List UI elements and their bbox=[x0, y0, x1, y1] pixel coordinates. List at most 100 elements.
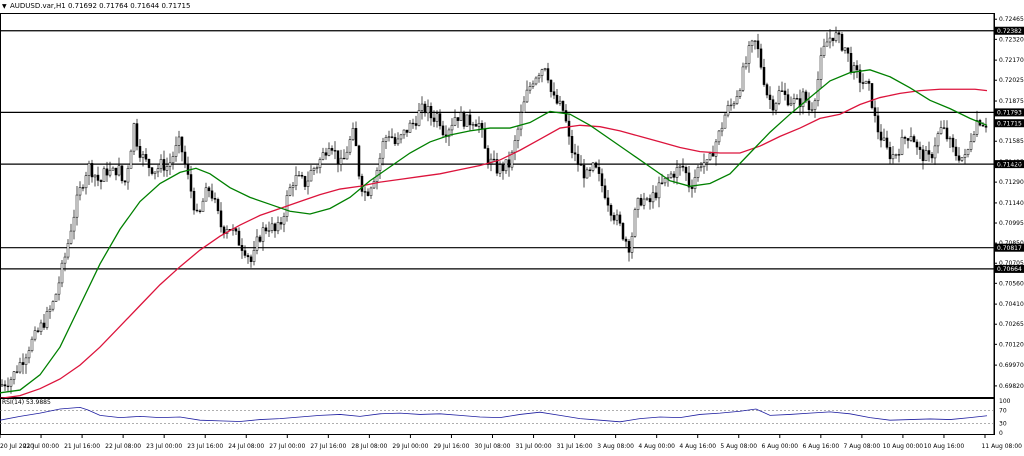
y-tick-label: 0.69820 bbox=[999, 383, 1024, 390]
candle-body-bull bbox=[381, 141, 385, 159]
candle-body-bear bbox=[432, 117, 436, 122]
candlestick bbox=[642, 192, 646, 210]
candle-body-bear bbox=[771, 99, 775, 111]
candle-body-bear bbox=[183, 151, 187, 165]
candle-body-bear bbox=[927, 150, 931, 155]
candlestick bbox=[438, 109, 442, 130]
candlestick bbox=[765, 82, 769, 99]
candlestick bbox=[534, 76, 538, 86]
candlestick bbox=[498, 161, 502, 177]
y-tick-label: 0.71290 bbox=[999, 179, 1024, 186]
candlestick bbox=[219, 202, 223, 233]
level-price-label: 0.71420 bbox=[997, 161, 1022, 168]
candlestick bbox=[102, 166, 106, 182]
candlestick bbox=[312, 166, 316, 176]
candlestick bbox=[87, 160, 91, 185]
candle-body-bull bbox=[75, 194, 79, 218]
candlestick bbox=[258, 234, 262, 243]
candlestick bbox=[966, 148, 970, 158]
candle-body-bull bbox=[84, 175, 88, 189]
candle-body-bull bbox=[108, 169, 112, 176]
candle-body-bull bbox=[663, 178, 667, 184]
chart-header: ▼ AUDUSD.var,H1 0.71692 0.71764 0.71644 … bbox=[2, 2, 190, 10]
candle-body-bear bbox=[570, 136, 574, 153]
candlestick bbox=[906, 137, 910, 149]
candle-body-bull bbox=[327, 148, 331, 156]
candlestick bbox=[135, 118, 139, 151]
candlestick bbox=[273, 222, 277, 238]
candlestick bbox=[582, 159, 586, 188]
candlestick bbox=[786, 88, 790, 107]
candlestick bbox=[270, 216, 274, 234]
candlestick bbox=[885, 130, 889, 150]
candlestick bbox=[42, 313, 46, 330]
candlestick bbox=[603, 178, 607, 200]
candlestick bbox=[252, 241, 256, 266]
candlestick bbox=[594, 161, 598, 169]
chart-menu-icon[interactable]: ▼ bbox=[2, 3, 7, 10]
candle-body-bull bbox=[372, 181, 376, 189]
y-tick-label: 0.72320 bbox=[999, 36, 1024, 43]
candle-body-bull bbox=[348, 139, 352, 153]
candle-body-bear bbox=[222, 226, 226, 234]
candle-body-bull bbox=[111, 167, 115, 171]
candlestick bbox=[408, 119, 412, 133]
candle-body-bear bbox=[855, 65, 859, 71]
candle-body-bull bbox=[645, 198, 649, 200]
candle-body-bull bbox=[741, 66, 745, 91]
current-price-box bbox=[995, 119, 1024, 128]
candlestick bbox=[264, 224, 268, 235]
candlestick bbox=[690, 179, 694, 198]
candlestick bbox=[51, 300, 55, 312]
candle-body-bull bbox=[516, 128, 520, 141]
candle-body-bear bbox=[147, 158, 151, 168]
candlestick bbox=[807, 92, 811, 116]
candlestick bbox=[693, 169, 697, 193]
candlestick bbox=[894, 153, 898, 159]
candlestick bbox=[636, 197, 640, 218]
candle-body-bull bbox=[510, 151, 514, 168]
price-chart-area[interactable] bbox=[0, 13, 995, 398]
candlestick bbox=[789, 96, 793, 107]
candlestick bbox=[555, 89, 559, 105]
candle-body-bull bbox=[936, 133, 940, 147]
candle-body-bear bbox=[918, 146, 922, 150]
candlestick bbox=[108, 161, 112, 178]
candlestick bbox=[963, 148, 967, 165]
candlestick bbox=[234, 227, 238, 236]
candle-body-bull bbox=[558, 100, 562, 104]
candlestick bbox=[129, 149, 133, 169]
candlestick bbox=[84, 171, 88, 195]
candlestick bbox=[588, 167, 592, 177]
candle-body-bear bbox=[840, 34, 844, 51]
level-price-box bbox=[995, 243, 1024, 252]
candlestick bbox=[780, 81, 784, 92]
candlestick bbox=[384, 134, 388, 149]
candle-body-bear bbox=[198, 210, 202, 212]
candle-body-bull bbox=[522, 101, 526, 113]
candlestick bbox=[48, 305, 52, 319]
candle-body-bear bbox=[903, 136, 907, 139]
candle-body-bull bbox=[165, 166, 169, 171]
candle-body-bear bbox=[780, 90, 784, 92]
candle-body-bear bbox=[621, 223, 625, 240]
candle-body-bull bbox=[891, 154, 895, 160]
candlestick bbox=[624, 236, 628, 248]
candlestick bbox=[3, 380, 7, 391]
candle-body-bull bbox=[261, 227, 265, 242]
candlestick bbox=[240, 238, 244, 259]
candlestick bbox=[618, 211, 622, 227]
candlestick bbox=[504, 159, 508, 174]
candle-body-bear bbox=[120, 165, 124, 182]
candlestick bbox=[612, 212, 616, 225]
candle-body-bear bbox=[360, 175, 364, 192]
candlestick bbox=[378, 153, 382, 180]
y-tick-label: 0.72025 bbox=[999, 77, 1024, 84]
candle-body-bull bbox=[789, 102, 793, 106]
candlestick bbox=[795, 94, 799, 100]
candle-body-bear bbox=[273, 223, 277, 232]
candle-body-bull bbox=[633, 209, 637, 237]
candle-body-bull bbox=[498, 164, 502, 174]
rsi-panel[interactable] bbox=[0, 398, 995, 435]
candle-body-bull bbox=[489, 158, 493, 164]
